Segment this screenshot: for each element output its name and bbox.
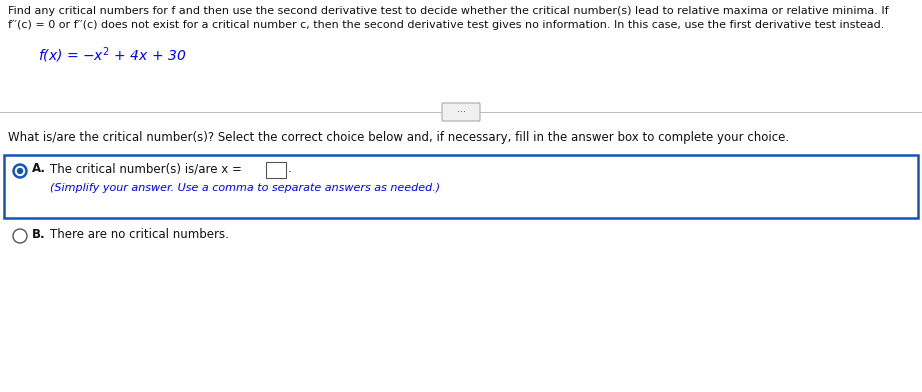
Circle shape (13, 164, 27, 178)
Text: Find any critical numbers for f and then use the second derivative test to decid: Find any critical numbers for f and then… (8, 6, 889, 16)
Circle shape (18, 169, 22, 174)
Text: f′′(c) = 0 or f′′(c) does not exist for a critical number c, then the second der: f′′(c) = 0 or f′′(c) does not exist for … (8, 20, 884, 30)
Text: (Simplify your answer. Use a comma to separate answers as needed.): (Simplify your answer. Use a comma to se… (50, 183, 440, 193)
Text: B.: B. (32, 228, 45, 241)
Text: ···: ··· (456, 107, 466, 117)
Text: There are no critical numbers.: There are no critical numbers. (50, 228, 229, 241)
Text: What is/are the critical number(s)? Select the correct choice below and, if nece: What is/are the critical number(s)? Sele… (8, 131, 789, 144)
FancyBboxPatch shape (266, 162, 286, 178)
Text: A.: A. (32, 162, 46, 175)
Circle shape (16, 167, 25, 176)
FancyBboxPatch shape (4, 155, 918, 218)
Text: .: . (288, 162, 291, 175)
Circle shape (13, 229, 27, 243)
FancyBboxPatch shape (442, 103, 480, 121)
Text: f(x) = $-x^2$ + 4x + 30: f(x) = $-x^2$ + 4x + 30 (38, 45, 186, 65)
Text: The critical number(s) is/are x =: The critical number(s) is/are x = (50, 162, 242, 175)
